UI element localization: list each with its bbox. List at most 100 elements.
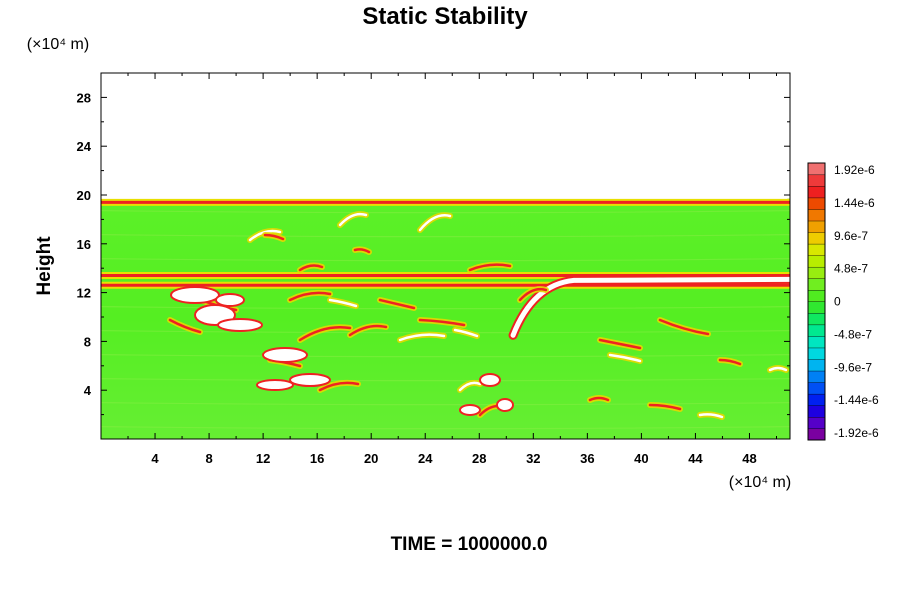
colorbar-swatch (807, 197, 826, 210)
x-tick-label: 44 (688, 451, 703, 466)
unstable-patch (215, 293, 245, 307)
colorbar-label: 9.6e-7 (834, 229, 868, 243)
colorbar-swatch (807, 382, 826, 395)
streak (698, 413, 724, 419)
streak (378, 298, 416, 310)
colorbar-label: 0 (834, 295, 841, 309)
streak (588, 396, 610, 402)
streak (453, 328, 479, 338)
colorbar-swatch (807, 347, 826, 360)
colorbar-swatch (807, 370, 826, 383)
y-axis-ticks: 4 8 12 16 20 24 28 (77, 90, 790, 416)
colorbar-label: 1.92e-6 (834, 163, 875, 177)
colorbar-swatch (807, 243, 826, 256)
colorbar-label: -4.8e-7 (834, 327, 872, 341)
field-texture-line (101, 402, 790, 406)
x-tick-label: 32 (526, 451, 540, 466)
colorbar-swatch (807, 335, 826, 349)
colorbar-swatch (807, 393, 826, 406)
streak (288, 291, 332, 302)
stability-field (101, 195, 790, 525)
colorbar-swatch (807, 220, 826, 233)
y-tick-label: 8 (84, 334, 91, 349)
streak (298, 264, 324, 272)
colorbar-swatch (807, 174, 826, 187)
streak (348, 324, 388, 337)
streak (518, 287, 548, 302)
y-tick-label: 24 (77, 139, 92, 154)
y-axis-label: Height (34, 236, 55, 296)
colorbar-swatch (807, 255, 826, 268)
colorbar-swatch (807, 359, 826, 372)
colorbar-swatch (807, 208, 826, 222)
time-label: TIME = 1000000.0 (391, 534, 548, 555)
streak (608, 353, 642, 363)
y-tick-label: 28 (77, 90, 91, 105)
streak (298, 326, 352, 342)
x-tick-label: 48 (742, 451, 756, 466)
unstable-patch (170, 286, 220, 304)
colorbar-swatch (807, 312, 826, 326)
y-tick-label: 20 (77, 188, 91, 203)
x-tick-label: 20 (364, 451, 378, 466)
streak (458, 381, 482, 392)
streak (168, 318, 202, 334)
y-tick-label: 12 (77, 286, 91, 301)
colorbar-label: -1.92e-6 (834, 426, 879, 440)
streak (658, 318, 710, 336)
unstable-patch (217, 318, 263, 332)
field-texture-line (101, 499, 790, 501)
x-axis-unit: (×10⁴ m) (729, 474, 791, 491)
unstable-patch (459, 404, 481, 416)
colorbar-label: 4.8e-7 (834, 262, 868, 276)
streak (263, 233, 285, 241)
streak (718, 358, 742, 366)
field-texture-line (101, 306, 790, 310)
x-tick-label: 36 (580, 451, 594, 466)
unstable-patch (289, 373, 331, 387)
streak (418, 214, 452, 232)
colorbar-swatch (807, 428, 826, 441)
colorbar-swatch (807, 232, 826, 245)
x-tick-label: 8 (205, 451, 212, 466)
x-tick-label: 16 (310, 451, 324, 466)
x-tick-label: 28 (472, 451, 486, 466)
field-texture-line (101, 523, 790, 525)
field-texture-line (101, 451, 790, 453)
streak (328, 298, 358, 308)
x-tick-label: 24 (418, 451, 433, 466)
field-texture-line (101, 378, 790, 382)
colorbar-label: -9.6e-7 (834, 360, 872, 374)
streak (318, 381, 360, 392)
x-tick-label: 40 (634, 451, 648, 466)
colorbar-label: 1.44e-6 (834, 196, 875, 210)
colorbar-swatch (807, 266, 826, 279)
chart-title: Static Stability (362, 3, 528, 30)
field-texture-line (101, 475, 790, 477)
streak (398, 333, 446, 342)
y-axis-unit: (×10⁴ m) (27, 36, 89, 53)
colorbar-swatch (807, 324, 826, 337)
colorbar-swatch (807, 301, 826, 314)
field-texture-line (101, 258, 790, 262)
field-texture-line (101, 234, 790, 238)
field-texture-line (101, 426, 790, 430)
streak (353, 248, 371, 254)
colorbar-swatch (807, 416, 826, 429)
field-texture-line (101, 354, 790, 358)
unstable-patch (256, 379, 294, 391)
colorbar-swatch (807, 185, 826, 199)
colorbar: 1.92e-6 1.44e-6 9.6e-7 4.8e-7 0 -4.8e-7 -9.6e-… (807, 162, 879, 441)
streak (338, 212, 368, 227)
y-tick-label: 4 (84, 383, 92, 398)
streak (598, 338, 642, 350)
unstable-patch (496, 398, 514, 412)
streak (468, 263, 512, 272)
streak (648, 403, 682, 411)
plot-frame (100, 72, 791, 440)
unstable-patch (262, 347, 308, 363)
colorbar-label: -1.44e-6 (834, 393, 879, 407)
streak (418, 318, 466, 327)
x-tick-label: 12 (256, 451, 270, 466)
